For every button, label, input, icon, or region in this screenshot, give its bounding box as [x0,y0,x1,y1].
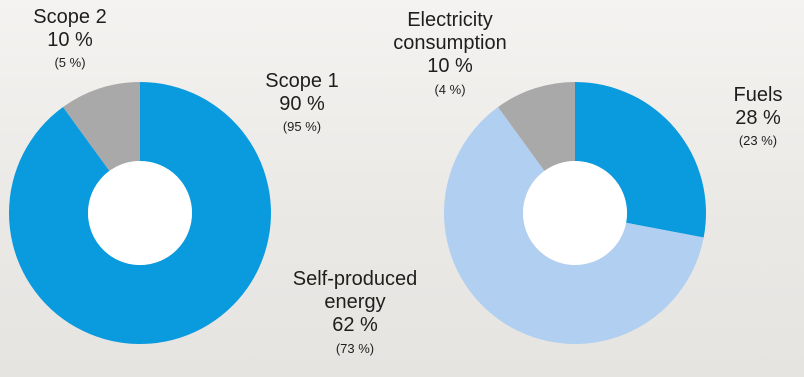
slice-previous-value: (23 %) [738,133,778,149]
slice-label-line-2: energy [324,291,386,314]
donut-hole [523,161,627,265]
slice-label-line-2: consumption [393,32,507,55]
slice-value: 10 % [427,55,473,78]
slice-scope-1 [8,82,271,344]
slice-label-line-1: Self-produced [292,268,418,290]
slice-self-produced-energy [444,107,704,345]
slice-value: 28 % [735,107,781,130]
slice-label-line-1: Electricity [407,9,493,31]
label-scope-1: Scope 1 90 % (95 %) [252,70,352,134]
donut-chart-energy [444,82,706,345]
slice-label: Scope 1 [265,70,339,92]
slice-label: Scope 2 [33,6,107,28]
label-self-produced-energy: Self-produced energy 62 % (73 %) [280,268,430,356]
donut-hole [88,161,192,265]
slice-previous-value: (73 %) [335,340,375,356]
slice-value: 62 % [332,314,378,337]
slice-electricity-consumption [498,82,575,171]
slice-scope-2 [63,82,140,171]
slice-previous-value: (5 %) [54,55,86,71]
slice-label: Fuels [733,84,783,106]
donut-chart-scope [8,82,271,344]
slice-fuels [575,82,706,238]
slice-value: 90 % [279,93,325,116]
slice-previous-value: (4 %) [434,81,466,97]
slice-previous-value: (95 %) [282,119,322,135]
label-electricity-consumption: Electricity consumption 10 % (4 %) [380,9,520,97]
label-fuels: Fuels 28 % (23 %) [718,84,798,148]
slice-value: 10 % [47,29,93,52]
label-scope-2: Scope 2 10 % (5 %) [20,6,120,70]
